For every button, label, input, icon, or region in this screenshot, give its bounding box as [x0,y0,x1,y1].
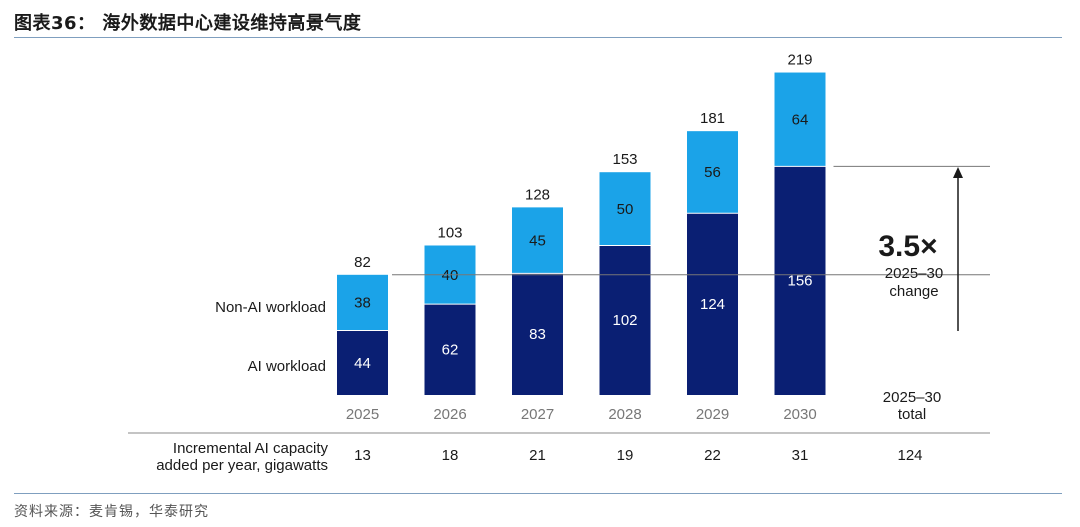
bar-ai-2030 [774,166,826,395]
change-arrow-head [953,167,963,178]
label-ai-2027: 83 [529,326,546,343]
label-non-ai-2028: 50 [617,201,634,218]
total-header-line2: total [898,406,926,423]
label-non-ai-2029: 56 [704,164,721,181]
label-total-2026: 103 [437,224,462,241]
label-total-2030: 219 [787,52,812,69]
bar-non-ai-2025 [337,274,388,331]
label-total-2029: 181 [700,110,725,127]
chart-title: 图表36： 海外数据中心建设维持高景气度 [14,13,362,34]
increment-label-line1: Incremental AI capacity [173,440,329,457]
increment-2028: 19 [617,447,634,464]
increment-total: 124 [897,447,922,464]
change-line1: 2025–30 [885,265,943,282]
increments-row: 13 18 21 19 22 31 [354,447,808,464]
top-rule [14,37,1062,38]
bar-ai-2025 [337,330,388,395]
x-tick-2028: 2028 [608,406,641,423]
label-total-2027: 128 [525,186,550,203]
label-non-ai-2030: 64 [792,111,809,128]
label-ai-2026: 62 [442,342,459,359]
label-non-ai-2027: 45 [529,232,546,249]
bar-non-ai-2030 [774,72,826,167]
increment-2025: 13 [354,447,371,464]
bars-group [337,72,826,395]
multiplier-label: 3.5× [878,230,937,263]
labels-group: 4438822025624010320268345128202710250153… [346,52,817,423]
bar-ai-2027 [512,273,563,395]
label-total-2025: 82 [354,254,371,271]
label-ai-2028: 102 [612,312,637,329]
label-ai-2030: 156 [787,273,812,290]
bar-non-ai-2027 [512,207,563,274]
legend-ai-workload: AI workload [248,358,326,375]
change-annotation: 3.5× 2025–30 change [392,165,990,331]
label-total-2028: 153 [612,151,637,168]
bottom-rule [14,493,1062,494]
stacked-bar-chart: 4438822025624010320268345128202710250153… [128,52,990,474]
source-note: 资料来源：麦肯锡，华泰研究 [14,504,209,520]
increment-2026: 18 [442,447,459,464]
legend-non-ai-workload: Non-AI workload [215,299,326,316]
x-tick-2027: 2027 [521,406,554,423]
bar-non-ai-2029 [687,131,738,214]
bar-ai-2028 [599,245,651,395]
x-tick-2030: 2030 [783,406,816,423]
total-header-line1: 2025–30 [883,389,941,406]
increment-2029: 22 [704,447,721,464]
change-line2: change [889,283,938,300]
bar-non-ai-2028 [599,172,651,246]
label-non-ai-2025: 38 [354,295,371,312]
x-tick-2026: 2026 [433,406,466,423]
label-ai-2025: 44 [354,355,371,372]
increment-2027: 21 [529,447,546,464]
increment-label-line2: added per year, gigawatts [156,457,328,474]
increment-2030: 31 [792,447,809,464]
label-ai-2029: 124 [700,296,725,313]
x-tick-2029: 2029 [696,406,729,423]
bar-ai-2029 [687,213,738,395]
x-tick-2025: 2025 [346,406,379,423]
bar-ai-2026 [424,304,476,395]
